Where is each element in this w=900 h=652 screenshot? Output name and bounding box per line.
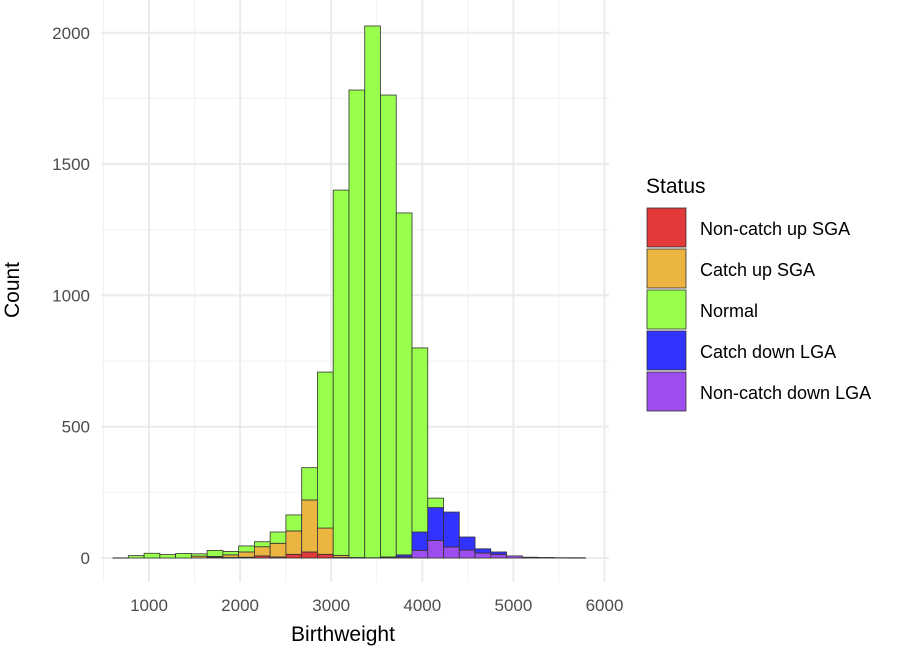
bar-segment <box>239 552 255 557</box>
bar-segment <box>191 554 207 556</box>
bar-segment <box>522 557 538 558</box>
bar-segment <box>428 540 444 558</box>
bars <box>113 26 586 558</box>
bar-segment <box>459 550 475 558</box>
bar-segment <box>475 549 491 553</box>
bar-segment <box>223 551 239 554</box>
bar-segment <box>538 557 554 558</box>
bar-segment <box>317 554 333 558</box>
bar-segment <box>286 554 302 558</box>
bar-segment <box>128 556 144 558</box>
bar-segment <box>412 550 428 558</box>
x-tick-label: 4000 <box>403 596 441 615</box>
bar-segment <box>444 547 460 558</box>
bar-segment <box>317 372 333 528</box>
bar-segment <box>380 95 396 557</box>
bar-segment <box>459 537 475 550</box>
legend-swatch <box>647 372 686 411</box>
legend-label: Normal <box>700 301 758 321</box>
bar-segment <box>428 508 444 541</box>
y-axis-label: Count <box>1 262 24 318</box>
y-tick-label: 2000 <box>52 24 90 43</box>
bar-segment <box>239 546 255 552</box>
bar-segment <box>507 556 523 558</box>
legend-label: Non-catch up SGA <box>700 219 850 239</box>
bar-segment <box>286 515 302 531</box>
y-tick-label: 1000 <box>52 286 90 305</box>
bar-segment <box>144 553 160 558</box>
bar-segment <box>396 213 412 555</box>
legend-swatch <box>647 208 686 247</box>
bar-segment <box>412 532 428 550</box>
bar-segment <box>286 531 302 554</box>
bar-segment <box>254 542 270 547</box>
legend-title: Status <box>646 175 706 198</box>
bar-segment <box>412 348 428 532</box>
bar-segment <box>207 550 223 556</box>
legend-swatch <box>647 249 686 288</box>
bar-segment <box>333 190 349 555</box>
x-axis-ticks: 1000 2000 3000 4000 5000 6000 <box>130 596 623 615</box>
bar-segment <box>349 90 365 557</box>
x-tick-label: 1000 <box>130 596 168 615</box>
y-tick-label: 0 <box>81 549 90 568</box>
y-tick-label: 500 <box>62 418 90 437</box>
x-tick-label: 3000 <box>312 596 350 615</box>
bar-segment <box>160 555 176 558</box>
legend-swatch <box>647 331 686 370</box>
y-tick-label: 1500 <box>52 155 90 174</box>
bar-segment <box>491 552 507 554</box>
y-axis-ticks: 0 500 1000 1500 2000 <box>52 24 90 568</box>
legend-label: Non-catch down LGA <box>700 383 871 403</box>
bar-segment <box>317 528 333 554</box>
legend-label: Catch up SGA <box>700 260 815 280</box>
bar-segment <box>302 468 318 500</box>
x-axis-label: Birthweight <box>291 623 395 646</box>
bar-segment <box>428 498 444 507</box>
bar-segment <box>444 512 460 547</box>
bar-segment <box>302 552 318 558</box>
x-tick-label: 5000 <box>494 596 532 615</box>
bar-segment <box>176 554 192 558</box>
bar-segment <box>365 26 381 558</box>
legend-swatch <box>647 290 686 329</box>
legend: Status Non-catch up SGA Catch up SGA Norma… <box>646 175 871 411</box>
legend-label: Catch down LGA <box>700 342 836 362</box>
bar-segment <box>270 532 286 543</box>
bar-segment <box>491 554 507 558</box>
x-tick-label: 6000 <box>586 596 624 615</box>
bar-segment <box>270 543 286 557</box>
bar-segment <box>254 547 270 556</box>
bar-segment <box>302 500 318 552</box>
x-tick-label: 2000 <box>221 596 259 615</box>
bar-segment <box>475 553 491 558</box>
